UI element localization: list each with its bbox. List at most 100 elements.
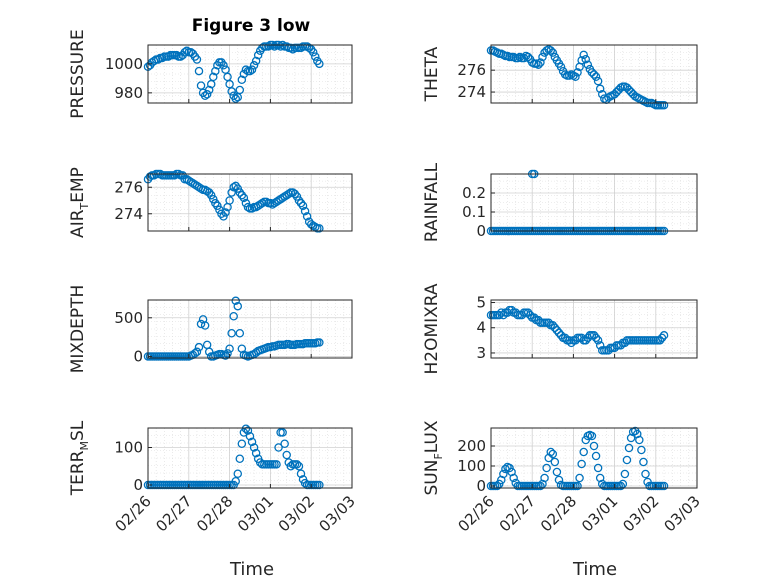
data-point: [292, 192, 302, 201]
x-tick-label: 03/01: [234, 492, 277, 535]
data-point: [227, 87, 236, 96]
y-tick-label: 3: [476, 344, 486, 362]
data-point: [548, 48, 558, 57]
y-axis-label-part: TERR: [68, 450, 88, 496]
data-point: [548, 320, 558, 330]
data-point: [591, 451, 601, 461]
data-point: [525, 310, 535, 320]
data-point: [278, 428, 287, 437]
data-point: [534, 60, 543, 69]
data-point: [550, 323, 560, 332]
data-point: [249, 61, 259, 70]
data-point: [298, 201, 308, 211]
x-tick-label: 02/27: [152, 492, 195, 535]
data-point: [211, 66, 220, 76]
y-axis-label-part: EMP: [68, 167, 88, 203]
data-point: [294, 461, 304, 471]
data-point: [233, 301, 243, 311]
y-tick-label: 0.1: [462, 203, 486, 221]
data-point: [536, 481, 545, 491]
axes-box: [147, 44, 353, 104]
y-axis-label-subscript: M: [78, 441, 91, 451]
data-point: [308, 48, 318, 57]
y-axis-label: RAINFALL: [422, 162, 442, 242]
data-point: [591, 333, 601, 343]
data-point: [509, 473, 518, 483]
data-point: [507, 305, 516, 315]
y-tick-label: 0: [133, 347, 143, 365]
y-tick-label: 500: [114, 309, 143, 327]
data-point: [200, 321, 210, 330]
axes-box: [147, 299, 353, 359]
y-axis-label: THETA: [422, 46, 442, 102]
data-point: [538, 52, 547, 62]
data-point: [233, 469, 243, 478]
data-point: [276, 42, 285, 51]
data-point: [302, 212, 312, 221]
x-tick-label: 03/02: [619, 492, 662, 535]
data-point: [284, 189, 294, 199]
data-point: [245, 431, 255, 441]
data-point: [274, 443, 283, 452]
data-point: [292, 460, 302, 469]
data-point: [219, 212, 228, 221]
data-point: [581, 435, 591, 445]
y-tick-label: 200: [457, 437, 486, 455]
y-axis-label: SUNFLUX: [422, 420, 445, 495]
data-point: [209, 194, 218, 204]
y-tick-label: 0: [476, 222, 486, 240]
y-tick-label: 100: [114, 439, 143, 457]
data-point: [497, 308, 506, 317]
data-point: [556, 331, 566, 340]
data-point: [315, 338, 324, 347]
y-axis-label: H2OMIXRA: [422, 283, 442, 374]
y-axis-label-part: SL: [68, 420, 88, 441]
data-point: [577, 333, 586, 343]
data-point: [200, 91, 210, 101]
data-point: [616, 341, 626, 350]
data-point: [225, 196, 234, 205]
data-point: [575, 473, 584, 483]
data-series: [486, 305, 669, 355]
data-point: [272, 460, 281, 469]
y-axis-label-part: AIR: [68, 209, 88, 238]
subplot-air-temp: 274 276 AIRTEMP: [68, 167, 353, 238]
y-tick-label: 5: [476, 294, 486, 312]
data-point: [591, 72, 601, 81]
data-point: [251, 448, 261, 458]
data-point: [251, 56, 261, 66]
data-point: [217, 209, 226, 219]
data-series: [486, 45, 669, 110]
data-point: [589, 331, 599, 340]
data-point: [235, 85, 245, 95]
data-point: [544, 318, 553, 327]
subplot-h2omixra: 3 4 5 H2OMIXRA: [422, 283, 698, 375]
data-point: [581, 336, 591, 345]
data-point: [315, 480, 324, 490]
data-point: [229, 183, 238, 192]
data-point: [552, 326, 562, 335]
x-tick-label: 02/28: [193, 492, 236, 535]
data-point: [180, 48, 189, 57]
figure-title: Figure 3 low: [192, 16, 311, 36]
data-point: [194, 66, 204, 76]
data-point: [225, 344, 234, 353]
data-point: [620, 469, 630, 479]
data-point: [560, 333, 570, 343]
x-tick-label: 03/03: [316, 492, 359, 535]
data-point: [231, 476, 240, 486]
data-point: [227, 328, 236, 338]
data-point: [637, 445, 646, 455]
data-point: [595, 341, 605, 350]
data-point: [235, 454, 245, 463]
data-point: [227, 188, 236, 197]
data-point: [286, 43, 296, 53]
data-point: [235, 328, 245, 338]
data-point: [149, 171, 159, 180]
y-axis-label: AIRTEMP: [68, 167, 91, 238]
data-point: [657, 333, 667, 343]
data-point: [554, 328, 564, 338]
data-point: [231, 181, 240, 191]
y-axis-label: PRESSURE: [68, 29, 88, 118]
